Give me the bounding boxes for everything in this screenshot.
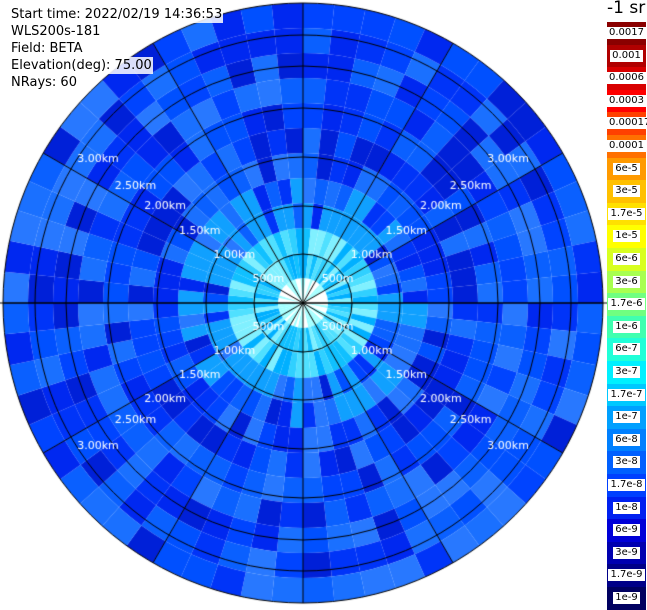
colorbar-swatch: 3e-7 xyxy=(607,361,646,384)
colorbar-tick-label: 6e-6 xyxy=(613,253,640,265)
colorbar-tick-label: 0.001 xyxy=(610,49,643,62)
colorbar-tick-label: 6e-7 xyxy=(613,343,640,356)
colorbar-swatch: 6e-7 xyxy=(607,338,646,361)
colorbar-swatch: 6e-5 xyxy=(607,157,646,181)
colorbar-swatch: 1e-5 xyxy=(607,225,646,248)
colorbar-swatch: 1e-7 xyxy=(607,406,646,429)
colorbar-tick-label: 6e-5 xyxy=(613,162,640,175)
colorbar-swatch: 1.7e-9 xyxy=(607,564,646,587)
colorbar-swatch: 0.00017 xyxy=(607,112,647,135)
colorbar-tick-label: 1e-5 xyxy=(613,230,640,243)
colorbar-tick-label: 1.7e-8 xyxy=(608,479,645,491)
colorbar-swatch: 0.001 xyxy=(607,44,646,68)
colorbar-swatch: 1e-6 xyxy=(607,315,646,339)
colorbar-tick-label: 3e-7 xyxy=(613,366,640,378)
colorbar-tick-label: 0.0003 xyxy=(607,94,646,107)
colorbar-swatch: 6e-8 xyxy=(607,428,646,452)
colorbar-tick-label: 3e-6 xyxy=(613,275,640,288)
colorbar-swatch: 6e-9 xyxy=(607,519,646,542)
colorbar-swatch: 1e-8 xyxy=(607,496,646,520)
colorbar-swatch: 1.7e-8 xyxy=(607,474,646,497)
colorbar-swatch: 3e-6 xyxy=(607,270,646,294)
colorbar-tick-label: 1e-7 xyxy=(613,411,640,424)
colorbar-swatch: 0.0006 xyxy=(607,67,646,90)
scan-info-panel: Start time: 2022/02/19 14:36:53 WLS200s-… xyxy=(10,6,224,91)
elevation-label: Elevation(deg): 75.00 xyxy=(10,57,153,74)
colorbar-swatch: 1.7e-6 xyxy=(607,293,646,316)
colorbar-swatch: 1.7e-7 xyxy=(607,383,646,407)
field-label: Field: BETA xyxy=(10,40,84,57)
colorbar-tick-label: 1e-6 xyxy=(613,320,640,333)
colorbar-swatch: 0.0003 xyxy=(607,89,646,113)
colorbar-tick-label: 1.7e-6 xyxy=(608,298,645,311)
ppi-radar-plot[interactable] xyxy=(0,0,607,607)
colorbar-swatch: 0.0001 xyxy=(607,135,646,158)
colorbar-tick-label: 0.0017 xyxy=(607,27,646,39)
colorbar-tick-label: 0.0001 xyxy=(607,140,646,152)
colorbar-swatch: 3e-9 xyxy=(607,541,646,565)
nrays-label: NRays: 60 xyxy=(10,74,78,91)
colorbar-tick-label: 1.7e-5 xyxy=(608,207,645,220)
start-time-label: Start time: 2022/02/19 14:36:53 xyxy=(10,6,224,23)
colorbar-tick-label: 1.7e-7 xyxy=(608,388,645,401)
colorbar-swatch: 0.0017 xyxy=(607,22,646,45)
colorbar-tick-label: 1e-8 xyxy=(613,501,640,514)
colorbar-tick-label: 1.7e-9 xyxy=(608,569,645,582)
colorbar-swatch: 1.7e-5 xyxy=(607,202,646,226)
colorbar-swatch: 3e-5 xyxy=(607,180,646,203)
colorbar-swatch: 3e-8 xyxy=(607,451,646,474)
colorbar-tick-label: 6e-8 xyxy=(613,433,640,446)
instrument-label: WLS200s-181 xyxy=(10,23,102,40)
colorbar-tick-label: 6e-9 xyxy=(613,524,640,537)
colorbar-tick-label: 3e-8 xyxy=(613,456,640,469)
colorbar-tick-label: 0.0006 xyxy=(607,72,646,85)
colorbar-tick-label: 3e-5 xyxy=(613,185,640,198)
colorbar-swatch: 6e-6 xyxy=(607,248,646,271)
colorbar-tick-label: 0.00017 xyxy=(607,117,647,130)
colorbar-tick-label: 1e-9 xyxy=(613,592,640,604)
colorbar-units: -1 sr xyxy=(607,0,646,18)
colorbar-tick-label: 3e-9 xyxy=(613,546,640,559)
colorbar-swatch: 1e-9 xyxy=(607,587,646,610)
